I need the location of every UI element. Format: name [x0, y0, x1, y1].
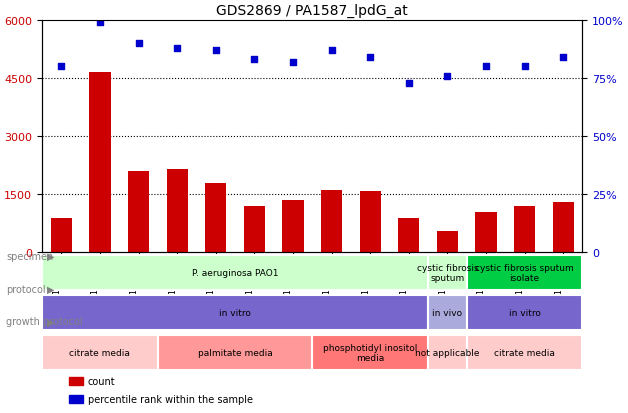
Text: cystic fibrosis
sputum: cystic fibrosis sputum — [416, 263, 478, 282]
Text: not applicable: not applicable — [415, 348, 480, 357]
FancyBboxPatch shape — [158, 335, 312, 370]
FancyBboxPatch shape — [428, 335, 467, 370]
Text: cystic fibrosis sputum
isolate: cystic fibrosis sputum isolate — [475, 263, 574, 282]
FancyBboxPatch shape — [428, 296, 467, 331]
Bar — [69, 395, 82, 404]
Text: citrate media: citrate media — [494, 348, 555, 357]
Text: ▶: ▶ — [47, 284, 55, 294]
FancyBboxPatch shape — [312, 335, 428, 370]
FancyBboxPatch shape — [42, 256, 428, 291]
Point — [57, 64, 67, 70]
Bar — [89, 73, 111, 253]
Bar — [166, 170, 188, 253]
Bar — [514, 206, 535, 253]
Point — [404, 80, 414, 87]
FancyBboxPatch shape — [467, 296, 583, 331]
Point — [211, 47, 221, 54]
Text: phosphotidyl inositol
media: phosphotidyl inositol media — [323, 343, 418, 362]
Point — [95, 20, 105, 26]
Text: protocol: protocol — [6, 284, 46, 294]
Text: P. aeruginosa PAO1: P. aeruginosa PAO1 — [192, 268, 278, 277]
Text: in vitro: in vitro — [509, 308, 541, 317]
Bar — [475, 212, 497, 253]
Bar — [321, 191, 342, 253]
Bar — [398, 218, 420, 253]
Point — [249, 57, 259, 64]
Text: count: count — [88, 376, 116, 386]
Point — [134, 40, 144, 47]
Bar — [69, 377, 82, 385]
Bar — [128, 171, 149, 253]
Point — [327, 47, 337, 54]
FancyBboxPatch shape — [42, 335, 158, 370]
Text: citrate media: citrate media — [70, 348, 131, 357]
Point — [172, 45, 182, 52]
Text: ▶: ▶ — [47, 251, 55, 261]
FancyBboxPatch shape — [428, 256, 467, 291]
FancyBboxPatch shape — [467, 335, 583, 370]
Point — [365, 55, 375, 61]
Text: palmitate media: palmitate media — [198, 348, 273, 357]
Text: percentile rank within the sample: percentile rank within the sample — [88, 394, 253, 404]
Point — [288, 59, 298, 66]
Point — [558, 55, 568, 61]
FancyBboxPatch shape — [42, 296, 428, 331]
Bar — [360, 192, 381, 253]
FancyBboxPatch shape — [467, 256, 583, 291]
Point — [442, 73, 452, 80]
Bar — [51, 218, 72, 253]
Point — [481, 64, 491, 70]
Bar — [244, 206, 265, 253]
Bar — [436, 232, 458, 253]
Point — [519, 64, 529, 70]
Text: growth protocol: growth protocol — [6, 316, 83, 327]
Bar — [553, 202, 574, 253]
Text: in vivo: in vivo — [432, 308, 462, 317]
Bar — [283, 201, 303, 253]
Text: in vitro: in vitro — [219, 308, 251, 317]
Bar — [205, 183, 226, 253]
Text: ▶: ▶ — [47, 316, 55, 327]
Text: specimen: specimen — [6, 251, 53, 261]
Title: GDS2869 / PA1587_lpdG_at: GDS2869 / PA1587_lpdG_at — [217, 4, 408, 18]
